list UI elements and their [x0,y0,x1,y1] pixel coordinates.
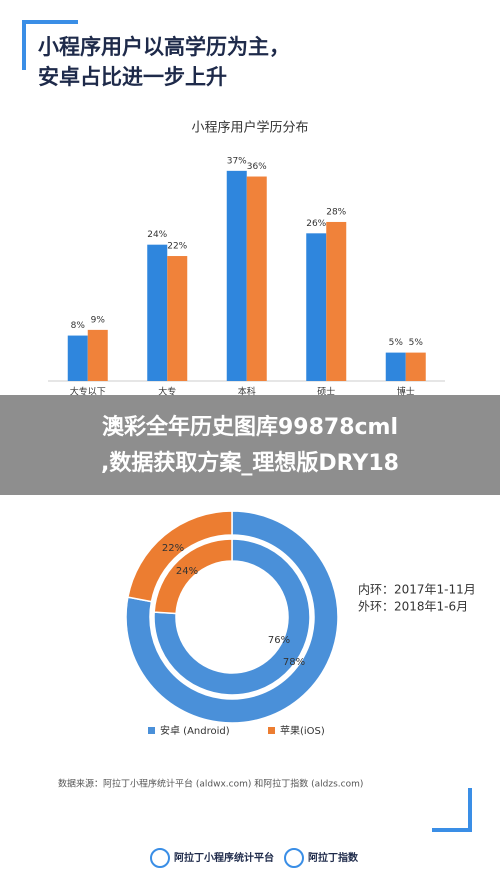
bar [87,329,108,381]
x-tick-label: 大专以下 [70,386,106,398]
donut-segment [153,538,233,615]
annotation: 内环：2017年1-11月 [358,583,476,597]
bar [246,176,267,381]
bar [147,244,168,381]
header-title: 小程序用户以高学历为主， [38,35,290,59]
corner-bracket [22,20,78,70]
value-label: 26% [306,219,326,229]
donut-segment [125,510,339,724]
legend-swatch [148,727,155,734]
logo-icon [150,848,170,868]
x-tick-label: 博士 [397,386,415,398]
chart-title: 小程序用户学历分布 [191,120,308,136]
overlay-banner [0,395,500,495]
overlay-text: ,数据获取方案_理想版DRY18 [101,450,399,476]
legend-label: 苹果(iOS) [280,724,325,737]
value-label: 28% [326,207,346,217]
charts: 小程序用户学历分布大专以下8%9%大专24%22%本科37%36%硕士26%28… [48,120,476,737]
value-label: 8% [71,321,86,331]
donut-segment [127,510,233,603]
bar [326,221,347,381]
bar [306,233,327,381]
value-label: 78% [283,657,305,668]
bar [405,352,426,381]
bar [67,335,88,381]
source-note: 数据来源：阿拉丁小程序统计平台 (aldwx.com) 和阿拉丁指数 (aldz… [58,778,363,790]
legend-swatch [268,727,275,734]
value-label: 22% [162,543,184,554]
value-label: 5% [409,338,424,348]
bar [167,256,188,381]
header-title: 安卓占比进一步上升 [38,65,227,89]
value-label: 76% [268,635,290,646]
value-label: 22% [167,242,187,252]
x-tick-label: 本科 [238,386,256,398]
logo-icon [284,848,304,868]
overlay-text: 澳彩全年历史图库99878cml [102,414,398,440]
x-tick-label: 大专 [158,386,176,398]
bar [385,352,406,381]
annotation: 外环：2018年1-6月 [358,600,468,614]
value-label: 5% [389,338,404,348]
bar [226,170,247,381]
donut-segment [153,538,311,696]
logo-text: 阿拉丁小程序统计平台 [174,851,274,864]
value-label: 24% [147,230,167,240]
legend-label: 安卓 (Android) [160,724,230,737]
logo-text: 阿拉丁指数 [308,851,359,864]
value-label: 37% [227,156,247,166]
value-label: 9% [91,315,106,325]
value-label: 36% [247,162,267,172]
corner-bracket [432,788,472,832]
x-tick-label: 硕士 [317,386,335,398]
value-label: 24% [176,566,198,577]
